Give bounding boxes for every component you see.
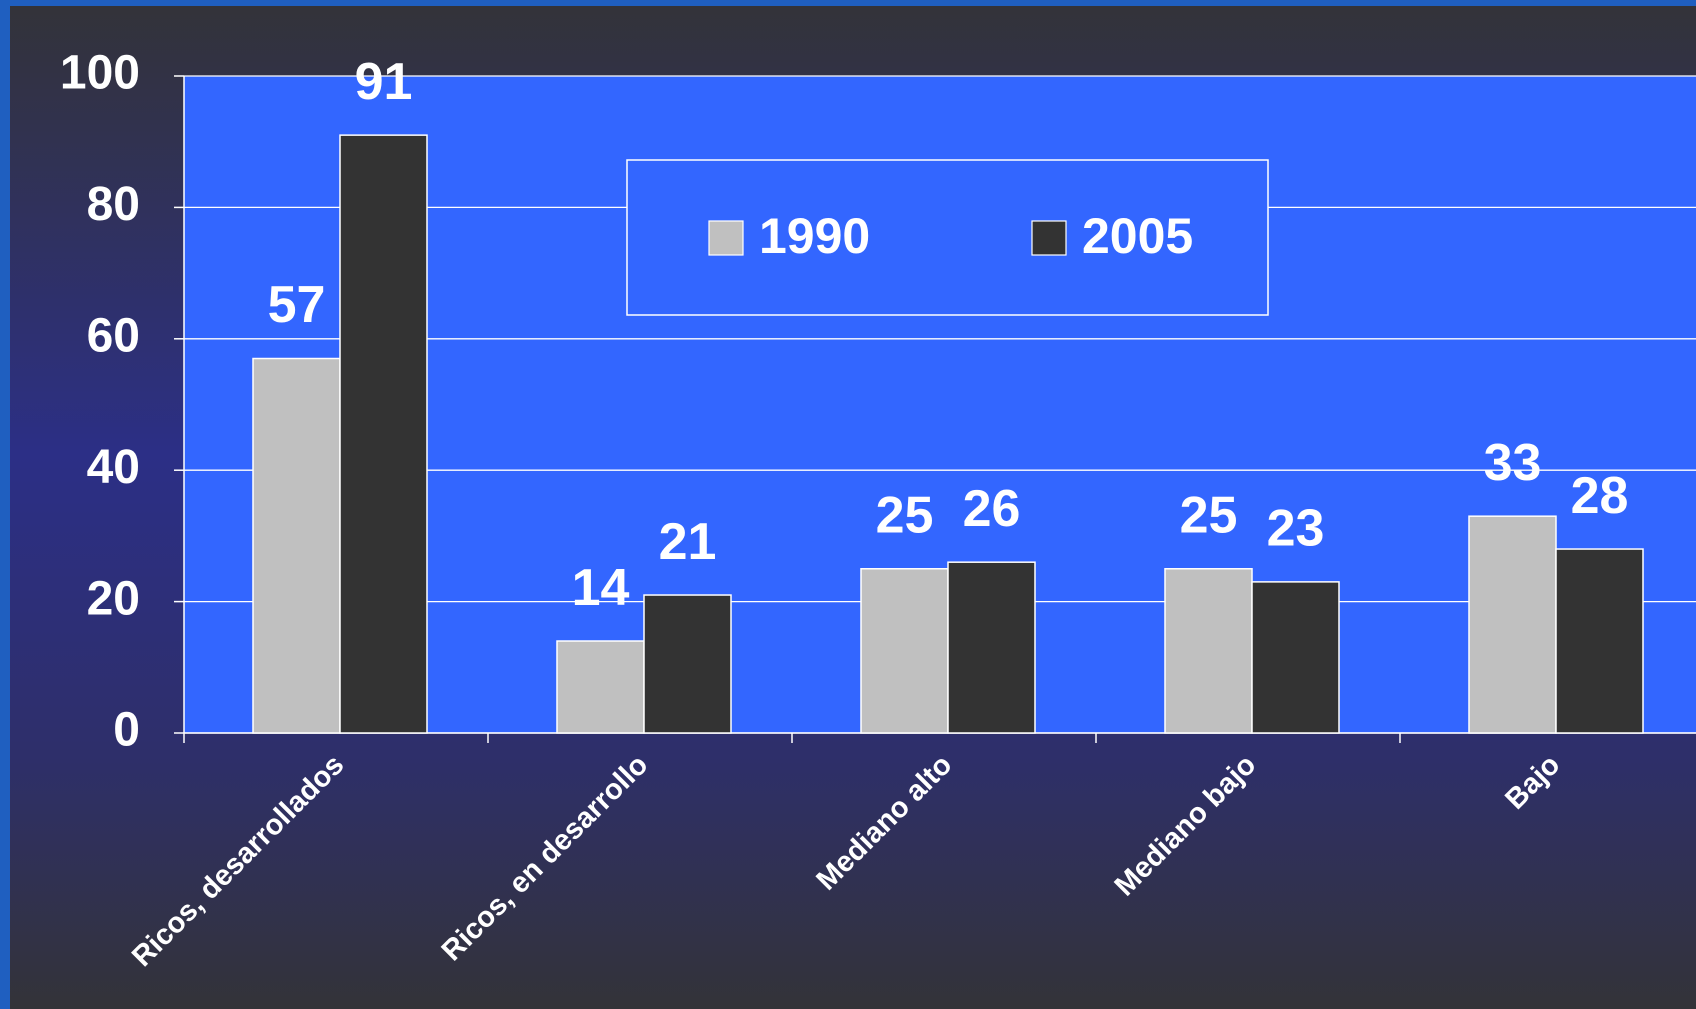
y-tick-label: 0 <box>113 704 140 757</box>
bar <box>339 134 428 734</box>
bars <box>252 134 1644 734</box>
bar <box>947 561 1036 734</box>
bar <box>556 640 645 734</box>
value-label: 28 <box>1571 467 1629 525</box>
legend-swatch <box>1031 220 1067 256</box>
value-label: 25 <box>876 486 934 544</box>
bar <box>1555 548 1644 734</box>
y-tick-label: 40 <box>87 441 140 494</box>
value-label: 91 <box>355 53 413 111</box>
y-tick-label: 80 <box>87 178 140 231</box>
value-label: 21 <box>659 513 717 571</box>
y-tick-label: 60 <box>87 309 140 362</box>
legend-label: 1990 <box>759 208 870 264</box>
bar <box>1468 515 1557 734</box>
bar <box>1251 581 1340 734</box>
bar <box>643 594 732 734</box>
value-label: 25 <box>1180 486 1238 544</box>
y-tick-label: 20 <box>87 572 140 625</box>
y-tick-label: 100 <box>60 47 140 100</box>
value-label: 26 <box>963 480 1021 538</box>
bar <box>1164 568 1253 734</box>
left-strip <box>0 0 10 1009</box>
value-label: 33 <box>1484 434 1542 492</box>
bar <box>252 357 341 734</box>
legend-swatch <box>708 220 744 256</box>
top-strip <box>0 0 1696 6</box>
value-label: 23 <box>1267 500 1325 558</box>
legend-items: 1990 2005 <box>708 208 1193 264</box>
value-label: 14 <box>572 559 630 617</box>
legend-label: 2005 <box>1082 208 1193 264</box>
value-label: 57 <box>268 276 326 334</box>
bar <box>860 568 949 734</box>
